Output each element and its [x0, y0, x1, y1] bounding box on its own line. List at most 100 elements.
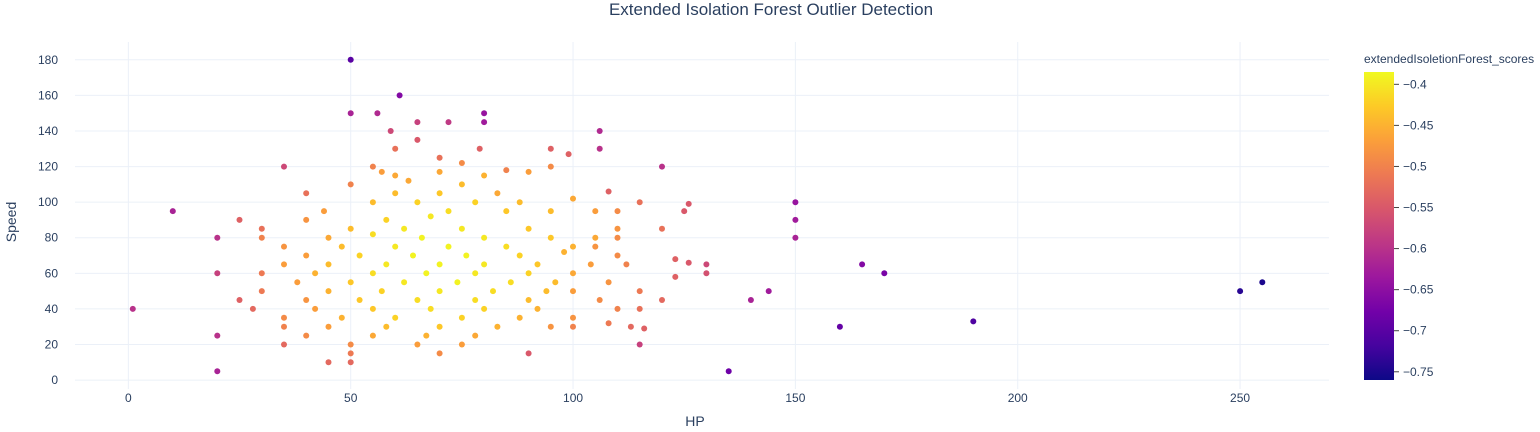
- y-axis-title: Speed: [3, 202, 19, 242]
- data-point: [445, 208, 452, 215]
- data-point: [401, 279, 408, 286]
- data-point: [507, 279, 514, 286]
- data-point: [481, 305, 488, 312]
- data-point: [458, 314, 465, 321]
- data-point: [458, 341, 465, 348]
- data-point: [392, 314, 399, 321]
- data-point: [325, 323, 332, 330]
- data-point: [303, 297, 310, 303]
- data-point: [792, 234, 799, 241]
- data-point: [414, 199, 421, 206]
- data-point: [596, 297, 603, 303]
- data-point: [596, 145, 603, 152]
- data-point: [503, 167, 510, 174]
- y-tick-label: 120: [38, 160, 58, 174]
- data-point: [129, 305, 136, 312]
- data-point: [685, 200, 692, 207]
- colorbar-tick-label: −0.5: [1403, 159, 1427, 173]
- data-point: [623, 261, 630, 268]
- data-point: [703, 270, 710, 277]
- data-point: [525, 225, 532, 232]
- data-point: [369, 270, 376, 277]
- data-point: [303, 190, 310, 197]
- data-point: [396, 92, 403, 99]
- data-point: [436, 190, 443, 197]
- data-point: [387, 128, 394, 134]
- data-point: [258, 234, 265, 241]
- data-point: [481, 119, 488, 126]
- data-point: [570, 195, 576, 202]
- data-point: [347, 56, 354, 63]
- data-point: [436, 168, 443, 175]
- data-point: [552, 279, 559, 286]
- data-point: [423, 270, 430, 277]
- data-point: [436, 323, 443, 330]
- data-point: [378, 168, 385, 175]
- x-tick-label: 250: [1230, 391, 1250, 405]
- data-point: [525, 168, 532, 175]
- data-point: [672, 273, 679, 280]
- data-point: [792, 216, 799, 223]
- data-point: [312, 270, 319, 277]
- data-point: [436, 288, 443, 295]
- data-point: [454, 279, 461, 286]
- data-point: [534, 305, 541, 312]
- data-point: [570, 323, 576, 330]
- colorbar-tick-label: −0.45: [1403, 118, 1434, 132]
- data-point: [494, 190, 501, 197]
- data-point: [281, 323, 287, 330]
- chart-title: Extended Isolation Forest Outlier Detect…: [609, 0, 933, 19]
- data-point: [458, 225, 465, 232]
- data-point: [392, 145, 399, 152]
- data-point: [636, 199, 643, 206]
- data-point: [570, 314, 576, 321]
- data-point: [401, 225, 408, 232]
- data-point: [605, 188, 612, 195]
- data-point: [392, 243, 399, 250]
- colorbar-gradient: [1364, 72, 1394, 380]
- data-point: [685, 259, 692, 266]
- x-tick-label: 200: [1008, 391, 1028, 405]
- data-point: [516, 314, 523, 321]
- data-point: [605, 279, 612, 286]
- data-point: [747, 297, 754, 303]
- data-point: [347, 225, 354, 232]
- y-tick-label: 180: [38, 53, 58, 67]
- colorbar-tick-label: −0.4: [1403, 77, 1427, 91]
- data-point: [312, 305, 319, 312]
- colorbar-ticks: −0.4 −0.45 −0.5 −0.55 −0.6 −0.65 −0.7 −0.75: [1394, 77, 1434, 379]
- data-point: [249, 305, 256, 312]
- data-point: [405, 177, 412, 184]
- data-point: [614, 208, 621, 215]
- data-point: [481, 172, 488, 179]
- data-point: [534, 261, 541, 268]
- data-point: [321, 208, 327, 215]
- data-point: [445, 243, 452, 250]
- data-point: [481, 234, 488, 241]
- data-point: [472, 297, 479, 303]
- data-point: [463, 252, 470, 259]
- data-point: [258, 288, 265, 295]
- data-point: [703, 261, 710, 268]
- y-tick-label: 0: [51, 373, 58, 387]
- data-point: [436, 261, 443, 268]
- data-point: [169, 208, 176, 215]
- data-point: [970, 318, 977, 325]
- data-point: [592, 208, 599, 215]
- y-tick-label: 160: [38, 88, 58, 102]
- data-point: [356, 252, 363, 259]
- data-point: [525, 297, 532, 303]
- data-point: [836, 323, 843, 330]
- data-point: [325, 288, 332, 295]
- data-point: [614, 305, 621, 312]
- data-point: [636, 341, 643, 348]
- data-point: [427, 305, 434, 312]
- data-point: [503, 208, 510, 215]
- data-point: [605, 320, 612, 327]
- data-point: [281, 341, 287, 348]
- colorbar-tick-label: −0.55: [1403, 201, 1434, 215]
- data-point: [481, 261, 488, 268]
- data-point: [565, 151, 572, 158]
- data-point: [1237, 288, 1244, 295]
